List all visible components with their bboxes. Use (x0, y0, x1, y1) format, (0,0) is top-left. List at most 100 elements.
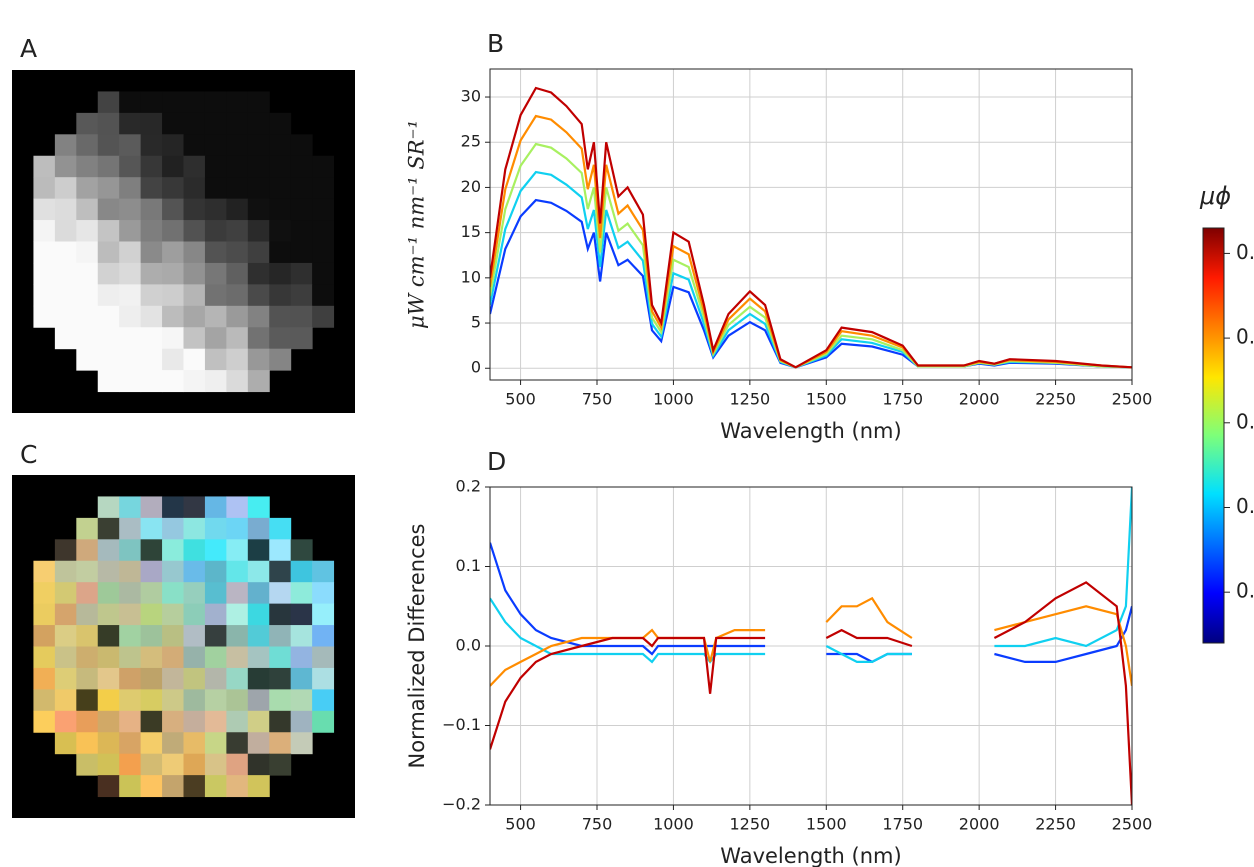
x-tick-label: 1750 (882, 390, 923, 409)
pixel (204, 112, 227, 135)
pixel (76, 646, 99, 669)
pixel (97, 91, 120, 114)
pixel (140, 155, 163, 178)
panel-label: C (20, 440, 37, 469)
pixel (183, 241, 206, 264)
pixel (312, 689, 335, 712)
pixel (76, 284, 99, 307)
pixel (97, 753, 120, 776)
pixel (33, 582, 56, 605)
pixel (33, 155, 56, 178)
pixel (97, 582, 120, 605)
pixel (226, 198, 249, 221)
pixel (226, 262, 249, 285)
pixel (290, 689, 313, 712)
pixel (97, 327, 120, 350)
pixel (97, 220, 120, 242)
pixel (97, 496, 120, 519)
pixel (119, 582, 142, 605)
pixel (247, 327, 270, 350)
pixel (97, 177, 120, 200)
pixel (54, 305, 77, 328)
pixel (269, 753, 292, 776)
pixel (269, 646, 292, 669)
pixel (140, 348, 163, 371)
pixel (312, 262, 335, 285)
pixel (33, 177, 56, 200)
pixel (76, 753, 99, 776)
colorbar-title: μϕ (1199, 182, 1231, 210)
x-axis-label: Wavelength (nm) (720, 419, 901, 443)
pixel (33, 560, 56, 583)
pixel (204, 603, 227, 626)
x-tick-label: 1750 (882, 815, 923, 834)
pixel (162, 327, 184, 350)
pixel (33, 198, 56, 221)
pixel (226, 327, 249, 350)
pixel (204, 348, 227, 371)
pixel (140, 582, 163, 605)
pixel (76, 517, 99, 540)
pixel (226, 370, 249, 393)
y-tick-label: 0.1 (456, 556, 481, 575)
y-tick-label: 30 (461, 87, 481, 106)
pixel (162, 91, 184, 114)
pixel (312, 177, 335, 200)
pixel (290, 284, 313, 307)
pixel (269, 710, 292, 733)
pixel (204, 753, 227, 776)
pixel (54, 710, 77, 733)
pixel (97, 560, 120, 583)
pixel (269, 155, 292, 178)
pixel (226, 496, 249, 519)
pixel (312, 710, 335, 733)
pixel (76, 155, 99, 178)
y-axis-label: Normalized Differences (405, 524, 429, 769)
x-tick-label: 1000 (653, 815, 694, 834)
pixel (290, 220, 313, 242)
pixel (204, 560, 227, 583)
x-axis-label: Wavelength (nm) (720, 844, 901, 867)
pixel (247, 753, 270, 776)
pixel (97, 667, 120, 690)
pixel (226, 667, 249, 690)
pixel (183, 370, 206, 393)
pixel (162, 689, 184, 712)
pixels-a (33, 91, 335, 393)
pixel (204, 220, 227, 242)
pixel (140, 603, 163, 626)
pixel (140, 732, 163, 755)
pixel (162, 710, 184, 733)
pixel (247, 582, 270, 605)
pixel (183, 155, 206, 178)
pixel (269, 625, 292, 647)
pixel (162, 134, 184, 157)
pixel (76, 198, 99, 221)
pixel (162, 370, 184, 393)
pixel (290, 539, 313, 562)
pixel (97, 775, 120, 798)
pixel (97, 134, 120, 157)
pixel (290, 134, 313, 157)
pixel (33, 625, 56, 647)
pixel (140, 327, 163, 350)
pixel (204, 177, 227, 200)
pixel (76, 603, 99, 626)
pixel (269, 560, 292, 583)
pixel (76, 220, 99, 242)
pixel (312, 603, 335, 626)
x-tick-label: 2000 (959, 815, 1000, 834)
pixel (183, 198, 206, 221)
pixel (54, 582, 77, 605)
pixel (204, 284, 227, 307)
pixel (162, 198, 184, 221)
pixel (312, 560, 335, 583)
x-tick-label: 2000 (959, 390, 1000, 409)
pixel (54, 646, 77, 669)
pixel (226, 112, 249, 135)
pixel (290, 241, 313, 264)
series-line (490, 487, 1132, 664)
pixel (119, 775, 142, 798)
pixel (119, 625, 142, 647)
pixel (162, 155, 184, 178)
